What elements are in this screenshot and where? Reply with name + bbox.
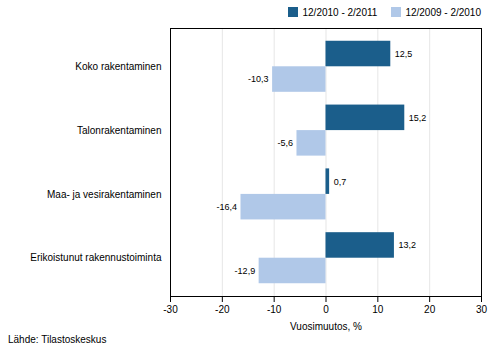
html-text:12/2009 - 2/2010: 12/2009 - 2/2010 — [405, 6, 481, 18]
svg-text:-5,6: -5,6 — [277, 138, 293, 148]
svg-text:-10,3: -10,3 — [248, 74, 269, 84]
svg-text:15,2: 15,2 — [409, 113, 427, 123]
svg-text:12,5: 12,5 — [395, 49, 413, 59]
svg-text:-10: -10 — [267, 304, 282, 315]
svg-text:10: 10 — [372, 304, 384, 315]
svg-text:-12,9: -12,9 — [235, 266, 256, 276]
svg-text:-20: -20 — [215, 304, 230, 315]
html-text:Lähde: Tilastoskeskus: Lähde: Tilastoskeskus — [8, 334, 107, 345]
svg-text:Koko rakentaminen: Koko rakentaminen — [75, 61, 161, 72]
svg-text:20: 20 — [424, 304, 436, 315]
html-text:12/2010 - 2/2011: 12/2010 - 2/2011 — [302, 6, 378, 18]
svg-text:30: 30 — [476, 304, 488, 315]
svg-text:0,7: 0,7 — [334, 177, 347, 187]
svg-text:-16,4: -16,4 — [216, 202, 237, 212]
svg-text:Maa- ja vesirakentaminen: Maa- ja vesirakentaminen — [47, 189, 162, 200]
svg-text:13,2: 13,2 — [398, 240, 416, 250]
svg-text:Talonrakentaminen: Talonrakentaminen — [77, 125, 162, 136]
svg-text:Erikoistunut rakennustoiminta: Erikoistunut rakennustoiminta — [30, 252, 162, 263]
svg-text:0: 0 — [323, 304, 329, 315]
svg-text:Vuosimuutos, %: Vuosimuutos, % — [290, 321, 362, 332]
svg-text:-30: -30 — [163, 304, 178, 315]
